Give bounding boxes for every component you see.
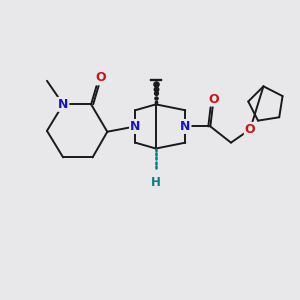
Text: H: H xyxy=(151,176,161,189)
Text: O: O xyxy=(245,123,255,136)
Text: N: N xyxy=(180,120,190,133)
Text: O: O xyxy=(208,93,219,106)
Text: N: N xyxy=(130,120,140,133)
Text: N: N xyxy=(58,98,68,111)
Text: O: O xyxy=(95,71,106,84)
